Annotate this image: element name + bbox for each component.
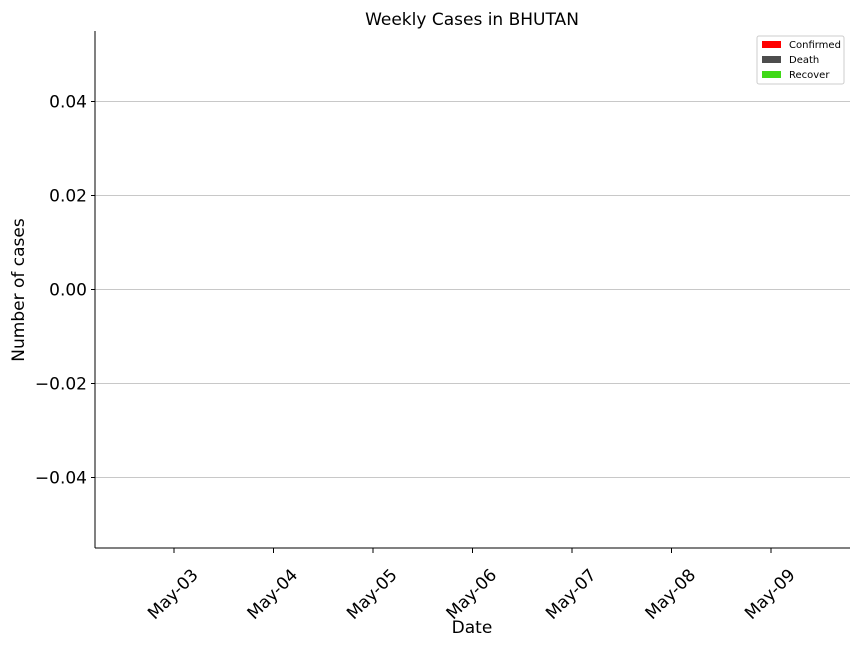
x-tick-label: May-06: [443, 565, 501, 623]
y-ticks: −0.04 −0.02 0.00 0.02 0.04: [35, 93, 95, 489]
legend-label-recover: Recover: [789, 70, 830, 81]
x-tick-label: May-03: [144, 565, 202, 623]
x-tick-label: May-07: [542, 565, 600, 623]
y-tick-label: 0.02: [49, 187, 87, 207]
y-tick-label: 0.04: [49, 93, 87, 113]
legend-label-death: Death: [789, 55, 819, 66]
legend-swatch-death: [762, 56, 781, 63]
x-ticks: May-03 May-04 May-05 May-06 May-07 May-08 May-…: [144, 548, 800, 624]
y-axis-label: Number of cases: [9, 218, 29, 362]
x-axis-label: Date: [452, 618, 493, 638]
y-tick-label: −0.02: [35, 375, 87, 395]
legend-label-confirmed: Confirmed: [789, 40, 841, 51]
legend-swatch-confirmed: [762, 41, 781, 48]
legend: Confirmed Death Recover: [756, 35, 845, 85]
y-tick-label: 0.00: [49, 281, 87, 301]
x-tick-label: May-04: [244, 565, 302, 623]
x-tick-label: May-08: [642, 565, 700, 623]
grid-lines: [95, 101, 850, 478]
y-tick-label: −0.04: [35, 469, 87, 489]
x-tick-label: May-05: [343, 565, 401, 623]
legend-swatch-recover: [762, 71, 781, 78]
x-tick-label: May-09: [741, 565, 799, 623]
chart-title: Weekly Cases in BHUTAN: [365, 10, 579, 30]
